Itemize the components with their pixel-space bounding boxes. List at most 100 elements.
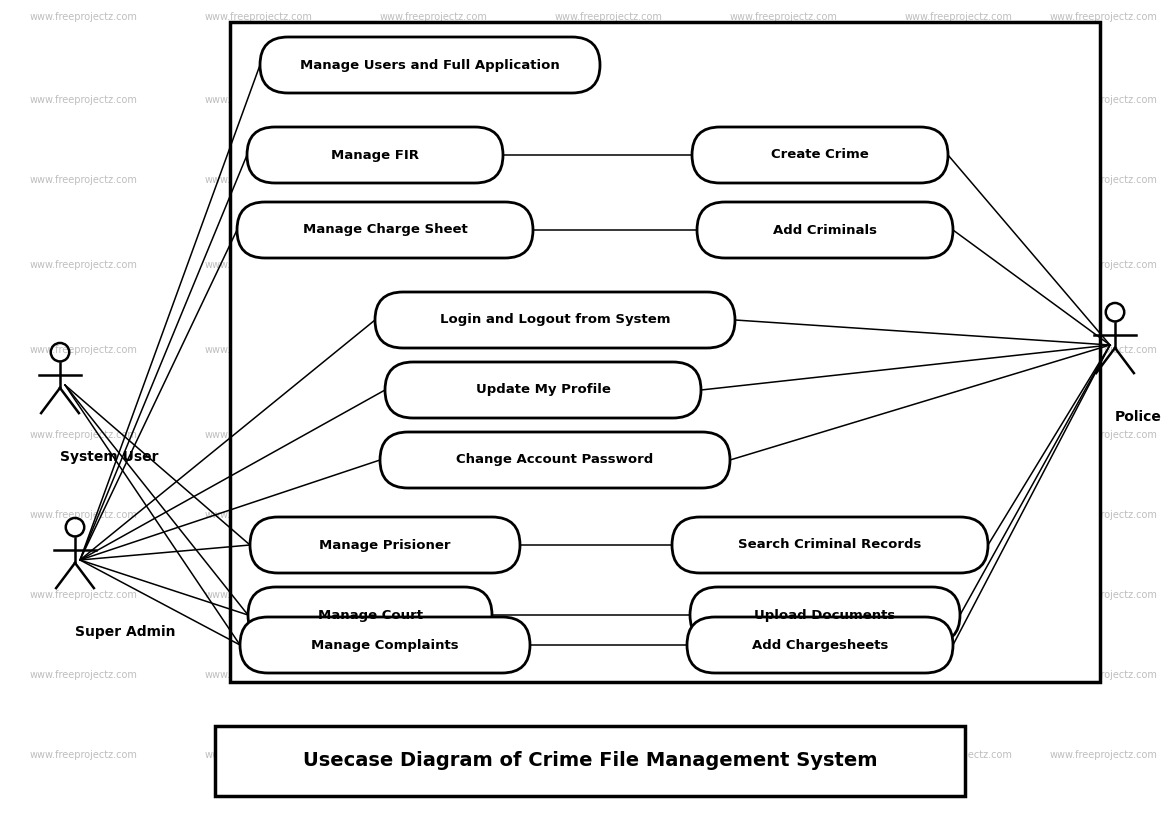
Text: Manage Prisioner: Manage Prisioner [319,539,450,551]
Text: www.freeprojectz.com: www.freeprojectz.com [205,670,313,680]
Text: www.freeprojectz.com: www.freeprojectz.com [205,345,313,355]
Text: www.freeprojectz.com: www.freeprojectz.com [730,12,837,22]
Text: www.freeprojectz.com: www.freeprojectz.com [380,175,488,185]
Text: www.freeprojectz.com: www.freeprojectz.com [31,345,138,355]
Text: Super Admin: Super Admin [75,625,175,639]
Text: www.freeprojectz.com: www.freeprojectz.com [1050,260,1158,270]
Text: www.freeprojectz.com: www.freeprojectz.com [906,670,1013,680]
Text: www.freeprojectz.com: www.freeprojectz.com [380,590,488,600]
Text: Manage Users and Full Application: Manage Users and Full Application [300,58,560,71]
Text: www.freeprojectz.com: www.freeprojectz.com [1050,590,1158,600]
Text: www.freeprojectz.com: www.freeprojectz.com [906,95,1013,105]
Text: www.freeprojectz.com: www.freeprojectz.com [555,95,663,105]
FancyBboxPatch shape [247,127,503,183]
Text: www.freeprojectz.com: www.freeprojectz.com [205,510,313,520]
Text: www.freeprojectz.com: www.freeprojectz.com [906,750,1013,760]
Text: www.freeprojectz.com: www.freeprojectz.com [31,95,138,105]
Text: Manage Court: Manage Court [318,609,422,622]
Text: www.freeprojectz.com: www.freeprojectz.com [730,670,837,680]
Text: www.freeprojectz.com: www.freeprojectz.com [730,430,837,440]
Text: www.freeprojectz.com: www.freeprojectz.com [31,430,138,440]
FancyBboxPatch shape [697,202,953,258]
FancyBboxPatch shape [215,726,965,796]
Text: www.freeprojectz.com: www.freeprojectz.com [1050,510,1158,520]
Text: www.freeprojectz.com: www.freeprojectz.com [906,590,1013,600]
Text: www.freeprojectz.com: www.freeprojectz.com [730,590,837,600]
Text: Add Chargesheets: Add Chargesheets [751,639,888,651]
Text: Police: Police [1115,410,1162,424]
Text: www.freeprojectz.com: www.freeprojectz.com [1050,430,1158,440]
Text: www.freeprojectz.com: www.freeprojectz.com [31,175,138,185]
Text: www.freeprojectz.com: www.freeprojectz.com [205,750,313,760]
Text: www.freeprojectz.com: www.freeprojectz.com [730,345,837,355]
Text: Search Criminal Records: Search Criminal Records [739,539,922,551]
Text: www.freeprojectz.com: www.freeprojectz.com [555,430,663,440]
Text: www.freeprojectz.com: www.freeprojectz.com [31,510,138,520]
Text: www.freeprojectz.com: www.freeprojectz.com [555,175,663,185]
Text: www.freeprojectz.com: www.freeprojectz.com [730,175,837,185]
FancyBboxPatch shape [248,587,492,643]
Text: Create Crime: Create Crime [771,148,869,161]
FancyBboxPatch shape [691,127,948,183]
Text: www.freeprojectz.com: www.freeprojectz.com [906,430,1013,440]
Text: www.freeprojectz.com: www.freeprojectz.com [31,750,138,760]
Text: www.freeprojectz.com: www.freeprojectz.com [730,510,837,520]
Text: System User: System User [60,450,159,464]
Text: www.freeprojectz.com: www.freeprojectz.com [1050,670,1158,680]
Text: www.freeprojectz.com: www.freeprojectz.com [555,590,663,600]
FancyBboxPatch shape [238,202,533,258]
Text: www.freeprojectz.com: www.freeprojectz.com [555,12,663,22]
FancyBboxPatch shape [380,432,730,488]
Text: www.freeprojectz.com: www.freeprojectz.com [380,260,488,270]
Text: www.freeprojectz.com: www.freeprojectz.com [31,670,138,680]
Text: www.freeprojectz.com: www.freeprojectz.com [555,750,663,760]
Text: www.freeprojectz.com: www.freeprojectz.com [380,510,488,520]
Text: www.freeprojectz.com: www.freeprojectz.com [1050,345,1158,355]
Text: www.freeprojectz.com: www.freeprojectz.com [380,670,488,680]
Text: www.freeprojectz.com: www.freeprojectz.com [380,430,488,440]
Text: Manage FIR: Manage FIR [330,148,419,161]
FancyBboxPatch shape [230,22,1100,682]
Text: www.freeprojectz.com: www.freeprojectz.com [555,345,663,355]
Text: www.freeprojectz.com: www.freeprojectz.com [1050,12,1158,22]
Text: www.freeprojectz.com: www.freeprojectz.com [555,510,663,520]
Text: Usecase Diagram of Crime File Management System: Usecase Diagram of Crime File Management… [302,752,877,771]
FancyBboxPatch shape [690,587,960,643]
Text: www.freeprojectz.com: www.freeprojectz.com [205,95,313,105]
Text: www.freeprojectz.com: www.freeprojectz.com [555,670,663,680]
Text: www.freeprojectz.com: www.freeprojectz.com [1050,175,1158,185]
Text: www.freeprojectz.com: www.freeprojectz.com [906,175,1013,185]
Text: www.freeprojectz.com: www.freeprojectz.com [906,260,1013,270]
Text: www.freeprojectz.com: www.freeprojectz.com [1050,750,1158,760]
Text: www.freeprojectz.com: www.freeprojectz.com [906,345,1013,355]
Text: www.freeprojectz.com: www.freeprojectz.com [205,175,313,185]
FancyBboxPatch shape [687,617,953,673]
Text: www.freeprojectz.com: www.freeprojectz.com [205,12,313,22]
Text: www.freeprojectz.com: www.freeprojectz.com [31,12,138,22]
Text: www.freeprojectz.com: www.freeprojectz.com [555,260,663,270]
FancyBboxPatch shape [260,37,600,93]
Text: Upload Documents: Upload Documents [754,609,896,622]
Text: www.freeprojectz.com: www.freeprojectz.com [730,95,837,105]
Text: www.freeprojectz.com: www.freeprojectz.com [205,260,313,270]
Text: www.freeprojectz.com: www.freeprojectz.com [31,590,138,600]
Text: www.freeprojectz.com: www.freeprojectz.com [1050,95,1158,105]
FancyBboxPatch shape [671,517,988,573]
Text: Login and Logout from System: Login and Logout from System [440,314,670,327]
Text: Manage Complaints: Manage Complaints [312,639,459,651]
Text: www.freeprojectz.com: www.freeprojectz.com [380,12,488,22]
Text: Update My Profile: Update My Profile [475,383,610,396]
Text: Add Criminals: Add Criminals [773,224,877,237]
Text: www.freeprojectz.com: www.freeprojectz.com [906,510,1013,520]
Text: www.freeprojectz.com: www.freeprojectz.com [31,260,138,270]
Text: Manage Charge Sheet: Manage Charge Sheet [302,224,467,237]
Text: www.freeprojectz.com: www.freeprojectz.com [205,430,313,440]
FancyBboxPatch shape [385,362,701,418]
Text: www.freeprojectz.com: www.freeprojectz.com [730,750,837,760]
Text: www.freeprojectz.com: www.freeprojectz.com [730,260,837,270]
Text: Change Account Password: Change Account Password [456,454,654,467]
Text: www.freeprojectz.com: www.freeprojectz.com [380,95,488,105]
Text: www.freeprojectz.com: www.freeprojectz.com [906,12,1013,22]
FancyBboxPatch shape [375,292,735,348]
FancyBboxPatch shape [240,617,530,673]
